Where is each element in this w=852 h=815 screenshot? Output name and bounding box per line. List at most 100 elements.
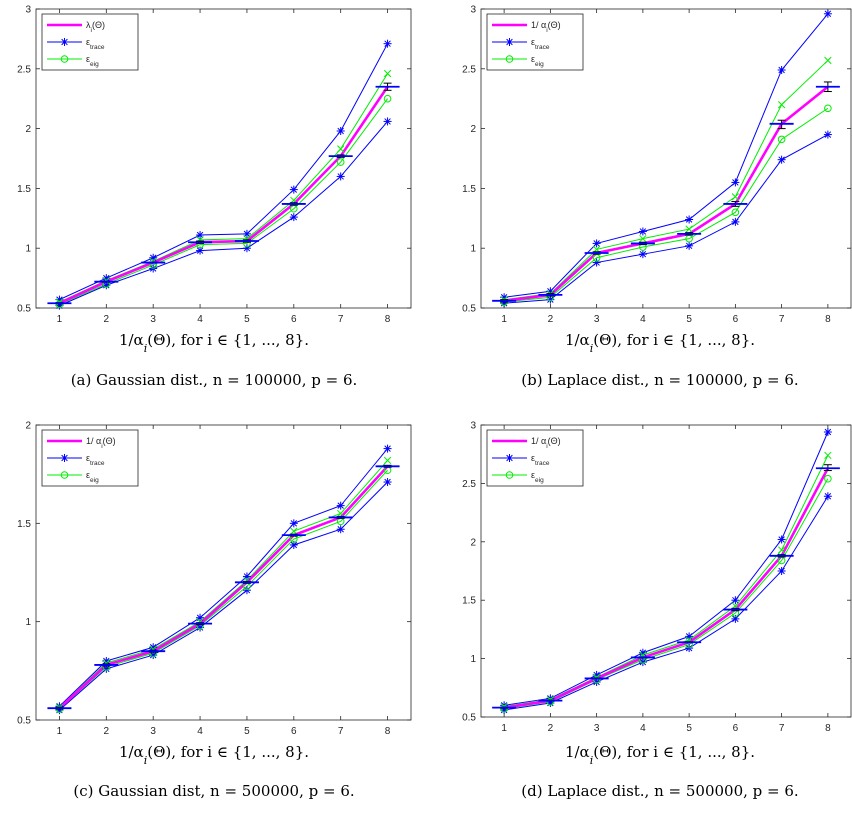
eig-upper-point	[337, 509, 345, 518]
x-tick-label: 1	[501, 314, 507, 325]
x-axis-label: 1/αi(Θ), for i ∈ {1, ..., 8}.	[119, 743, 309, 767]
y-tick-label: 3	[25, 5, 31, 16]
legend-trace-marker	[60, 38, 69, 46]
eig-upper-point	[685, 225, 693, 233]
x-tick-label: 3	[594, 723, 600, 734]
trace-upper-point	[823, 9, 832, 18]
eig-upper-point	[383, 456, 392, 465]
x-tick-label: 3	[594, 314, 600, 325]
eig-lower-point	[336, 158, 345, 166]
x-tick-label: 7	[338, 314, 344, 325]
x-tick-label: 4	[640, 314, 646, 325]
trace-upper-point	[383, 39, 392, 48]
series-trace-upper-line	[59, 43, 389, 301]
trace-lower-point	[777, 155, 786, 164]
trace-upper-point	[196, 613, 205, 622]
trace-lower-point	[823, 130, 832, 139]
x-tick-label: 5	[686, 723, 692, 734]
x-tick-label: 2	[548, 314, 554, 325]
x-tick-label: 6	[291, 726, 297, 737]
trace-lower-point	[383, 117, 392, 126]
y-tick-label: 2	[25, 124, 31, 135]
x-tick-label: 4	[197, 726, 203, 737]
x-tick-label: 3	[150, 314, 156, 325]
trace-upper-point	[289, 519, 298, 528]
trace-upper-point	[731, 596, 740, 605]
x-tick-label: 6	[291, 314, 297, 325]
panel-caption: (b) Laplace dist., n = 100000, p = 6.	[521, 371, 798, 389]
series-eig-upper-line	[59, 460, 388, 708]
eig-upper-point	[824, 451, 832, 460]
trace-upper-point	[592, 239, 601, 248]
eig-upper-point	[290, 527, 298, 535]
eig-lower-point	[55, 300, 64, 309]
x-tick-label: 4	[640, 723, 646, 734]
trace-upper-point	[777, 65, 786, 74]
series-trace-lower-line	[504, 495, 829, 711]
trace-upper-point	[383, 444, 392, 453]
trace-upper-point	[336, 501, 345, 510]
legend-trace-marker	[505, 38, 514, 46]
series-trace-upper-line	[59, 448, 388, 707]
trace-upper-point	[638, 227, 647, 236]
x-tick-label: 1	[57, 314, 63, 325]
y-tick-label: 0.5	[17, 716, 31, 727]
legend-trace-marker	[60, 454, 69, 462]
trace-lower-point	[289, 213, 298, 222]
x-tick-label: 8	[825, 314, 831, 325]
panel-caption: (a) Gaussian dist., n = 100000, p = 6.	[71, 371, 358, 389]
x-tick-label: 7	[779, 314, 785, 325]
y-tick-label: 2.5	[17, 64, 31, 75]
trace-upper-point	[685, 215, 694, 224]
eig-lower-point	[824, 104, 832, 113]
trace-upper-point	[242, 229, 251, 238]
series-trace-upper-line	[504, 431, 829, 706]
trace-upper-point	[336, 126, 345, 135]
legend-eig-marker	[505, 471, 514, 479]
series-trace-lower-line	[504, 134, 829, 304]
x-tick-label: 3	[150, 726, 156, 737]
trace-lower-point	[336, 172, 345, 181]
x-tick-label: 1	[57, 726, 63, 737]
x-tick-label: 7	[338, 726, 344, 737]
legend-eig-marker	[60, 471, 69, 479]
x-tick-label: 2	[548, 723, 554, 734]
y-tick-label: 1.5	[462, 596, 476, 607]
eig-upper-point	[337, 145, 345, 153]
trace-lower-point	[777, 567, 786, 575]
x-tick-label: 6	[733, 723, 739, 734]
trace-upper-point	[731, 178, 740, 187]
eig-upper-point	[777, 101, 786, 109]
legend-trace-marker	[505, 454, 514, 462]
eig-lower-point	[500, 705, 508, 713]
x-axis-label: 1/αi(Θ), for i ∈ {1, ..., 8}.	[119, 331, 309, 355]
eig-lower-point	[777, 135, 786, 144]
series-mean-line	[503, 467, 830, 709]
eig-lower-point	[731, 208, 740, 217]
x-tick-label: 5	[244, 726, 250, 737]
eig-upper-point	[383, 69, 392, 78]
trace-upper-point	[149, 253, 158, 262]
y-tick-label: 1	[25, 244, 31, 255]
trace-upper-point	[777, 535, 786, 544]
trace-lower-point	[242, 586, 251, 595]
trace-lower-point	[336, 525, 345, 534]
y-tick-label: 0.5	[462, 304, 476, 315]
trace-upper-point	[196, 231, 205, 240]
eig-lower-point	[383, 94, 392, 103]
x-axis-label: 1/αi(Θ), for i ∈ {1, ..., 8}.	[565, 331, 755, 355]
y-tick-label: 0.5	[17, 304, 31, 315]
panel-caption: (c) Gaussian dist, n = 500000, p = 6.	[73, 782, 354, 800]
trace-upper-point	[823, 428, 832, 437]
trace-lower-point	[383, 478, 392, 487]
x-tick-label: 8	[385, 726, 391, 737]
x-tick-label: 7	[779, 723, 785, 734]
